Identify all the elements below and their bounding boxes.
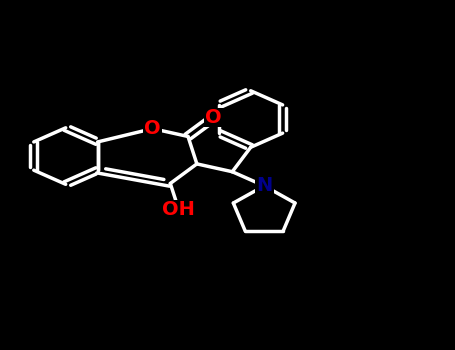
FancyBboxPatch shape [255,176,273,195]
FancyBboxPatch shape [204,108,222,127]
Text: O: O [144,119,161,138]
Text: OH: OH [162,200,195,219]
FancyBboxPatch shape [143,119,162,138]
Text: N: N [256,176,272,195]
Text: O: O [205,108,222,127]
FancyBboxPatch shape [162,200,195,219]
